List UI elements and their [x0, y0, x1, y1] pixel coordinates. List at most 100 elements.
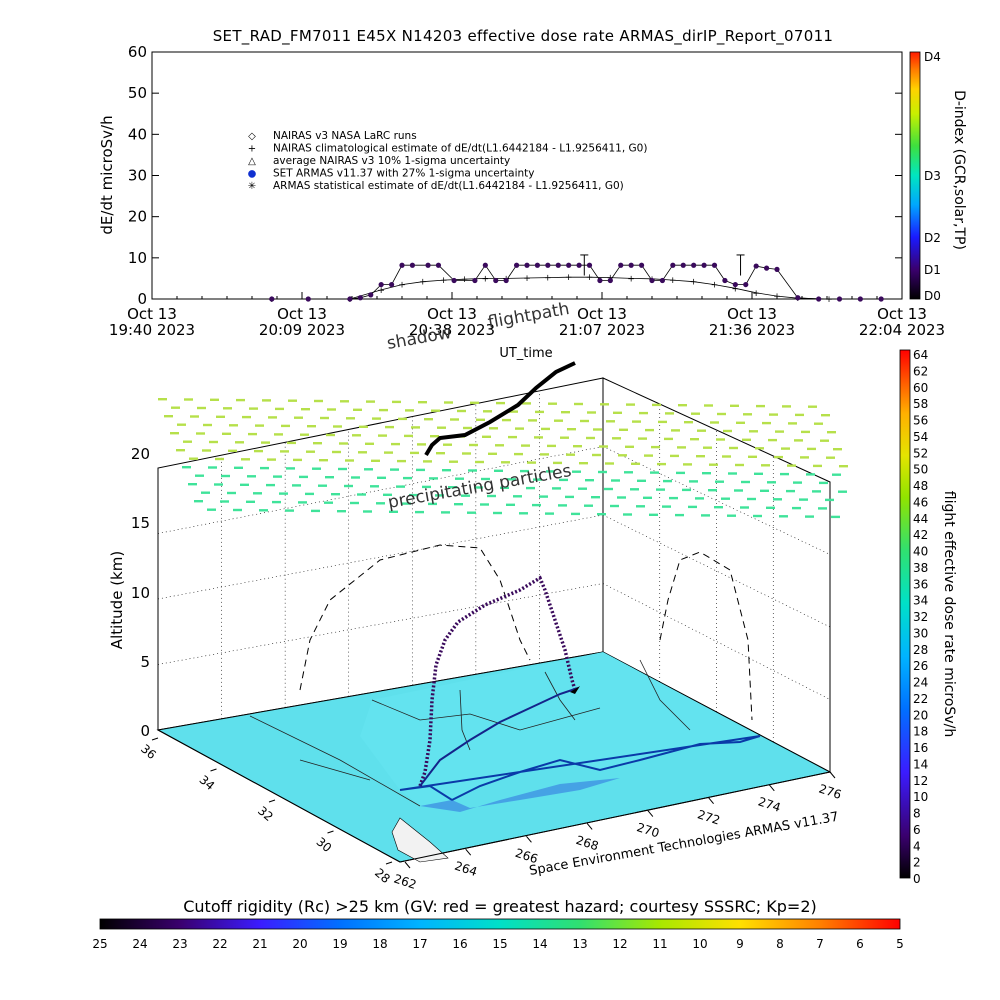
particle-mark [644, 454, 653, 457]
armas-point [649, 277, 655, 284]
particle-mark [522, 402, 531, 405]
particle-mark [378, 434, 387, 437]
top-y-tick-label: 0 [137, 290, 147, 308]
armas-point [857, 296, 863, 302]
particle-mark [561, 411, 570, 414]
particle-mark [579, 462, 588, 465]
particle-mark [379, 408, 388, 412]
particle-mark [410, 451, 419, 455]
particle-mark [435, 494, 444, 497]
particle-mark [247, 475, 256, 478]
particle-mark [534, 436, 543, 439]
particle-mark [610, 504, 619, 508]
dose-rate-tick-label: 4 [913, 839, 921, 853]
particle-mark [364, 468, 373, 471]
particle-mark [267, 458, 276, 461]
particle-mark [638, 437, 647, 440]
particle-mark [801, 430, 810, 434]
particle-mark [314, 399, 323, 403]
cutoff-rigidity-label: Cutoff rigidity (Rc) >25 km (GV: red = g… [183, 897, 817, 916]
particle-mark [357, 493, 366, 496]
particle-mark [326, 433, 335, 437]
shadow-annotation: shadow [385, 323, 453, 354]
particle-mark [515, 427, 524, 430]
armas-point [711, 262, 718, 268]
particle-mark [448, 486, 457, 489]
particle-mark [236, 398, 245, 402]
particle-mark [389, 510, 398, 513]
particle-mark [782, 405, 791, 408]
particle-mark [723, 429, 732, 433]
particle-mark [261, 441, 270, 444]
particle-mark [189, 457, 198, 460]
particle-mark [253, 492, 262, 495]
particle-mark [397, 459, 406, 463]
particle-mark [285, 509, 294, 512]
particle-mark [474, 486, 483, 489]
particle-mark [677, 446, 686, 449]
climatology-point: + [482, 274, 490, 284]
climatology-point: + [419, 278, 427, 288]
particle-mark [359, 425, 368, 428]
dose-rate-tick-label: 62 [913, 364, 928, 378]
climatology-point: + [690, 278, 698, 288]
particle-mark [370, 485, 379, 488]
d-index-tick-label: D4 [924, 50, 941, 64]
particle-mark [392, 400, 401, 404]
top-x-tick-label-date: Oct 13 [127, 305, 177, 323]
particle-mark [684, 421, 693, 424]
particle-mark [177, 423, 186, 426]
armas-point [503, 277, 509, 284]
particle-mark [424, 418, 433, 421]
particle-mark [792, 506, 801, 510]
d-index-tick-label: D3 [924, 169, 941, 183]
d-index-tick-label: D1 [924, 263, 941, 277]
particle-mark [795, 413, 804, 417]
particle-mark [430, 435, 439, 438]
cutoff-rigidity-ticks: 25 24 23 22 21 20 19 18 17 16 15 14 13 12 11 10 9 8 7 6 5 [92, 937, 903, 951]
particle-mark [429, 477, 438, 480]
longitude-tick-label: 276 [817, 782, 843, 802]
particle-mark [437, 426, 446, 429]
particle-mark [418, 401, 427, 404]
legend-symbol: △ [248, 156, 256, 167]
climatology-line [271, 276, 830, 300]
armas-point [607, 277, 613, 284]
dose-rate-tick-label: 40 [913, 545, 928, 559]
particle-mark [774, 455, 783, 459]
particle-mark [572, 470, 581, 473]
particle-mark [736, 421, 745, 424]
particle-mark [501, 461, 510, 464]
top-x-tick-label-date: Oct 13 [727, 305, 777, 323]
particle-mark [331, 493, 340, 496]
dose-rate-tick-label: 58 [913, 397, 928, 411]
particle-mark [573, 445, 582, 448]
particle-mark [502, 418, 511, 422]
latitude-tick-label: 30 [314, 835, 335, 856]
particle-mark [559, 478, 568, 482]
armas-point [378, 281, 384, 288]
particle-mark [695, 497, 704, 500]
top-y-tick-label: 30 [128, 167, 147, 185]
cutoff-rigidity-tick-label: 23 [172, 937, 187, 951]
top-x-tick-label-time: 20:09 2023 [259, 321, 345, 339]
particle-mark [565, 495, 574, 499]
latitude-tick-label: 28 [372, 866, 393, 887]
particle-mark [377, 476, 386, 479]
dose-rate-tick-label: 50 [913, 463, 928, 477]
particle-mark [197, 406, 206, 410]
armas-point [680, 262, 686, 268]
armas-point [628, 262, 634, 268]
climatology-point: + [544, 274, 552, 284]
particle-mark [821, 414, 830, 417]
particle-mark [636, 505, 645, 508]
particle-mark [431, 409, 440, 412]
climatology-point: + [565, 273, 573, 283]
particle-mark [793, 481, 802, 484]
legend-entry: SET ARMAS v11.37 with 27% 1-sigma uncert… [273, 168, 535, 180]
armas-point [555, 262, 561, 268]
armas-point [576, 262, 582, 268]
flightpath-arrow [570, 686, 580, 694]
